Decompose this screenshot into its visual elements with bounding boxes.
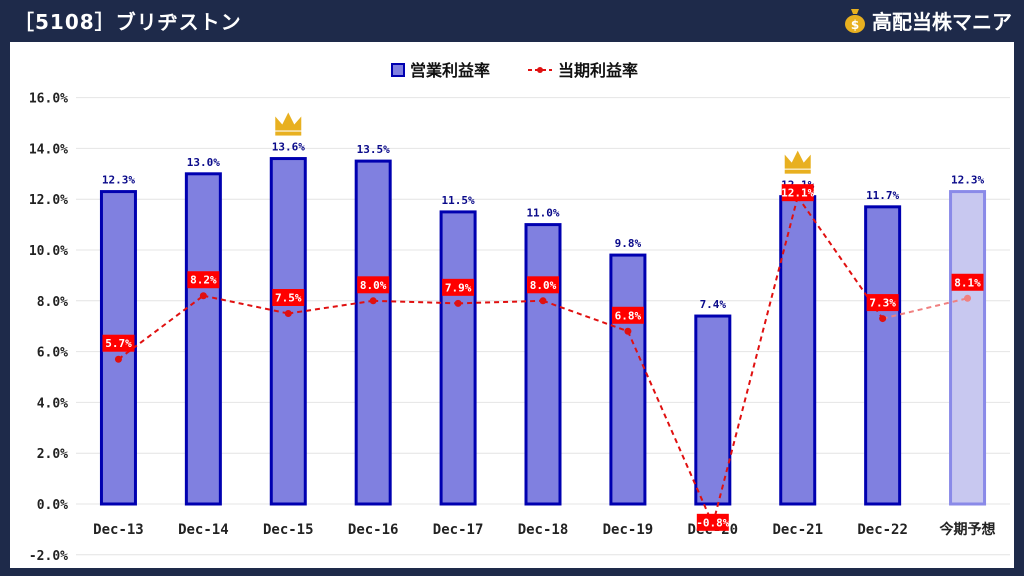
x-tick-label: Dec-19: [603, 522, 654, 538]
line-data-label: 8.2%: [190, 274, 217, 287]
bar-data-label: 13.6%: [272, 141, 305, 154]
line-point: [369, 297, 377, 305]
y-tick-label: 6.0%: [37, 346, 68, 361]
bar: [609, 253, 647, 506]
page-title: ［5108］ブリヂストン: [14, 10, 242, 34]
line-label-box: [611, 306, 644, 324]
bar-data-label: 12.3%: [102, 174, 135, 187]
line-data-label: 8.0%: [530, 279, 557, 292]
line-label-box: [442, 278, 475, 296]
brand-logo: $ 高配当株マニア: [844, 5, 1012, 35]
x-tick-label: Dec-22: [857, 522, 908, 538]
line-point: [199, 292, 207, 300]
legend-label-bar: 営業利益率: [410, 61, 490, 80]
x-tick-label: Dec-18: [518, 522, 569, 538]
line-label-box: [866, 294, 899, 312]
y-tick-label: 12.0%: [29, 193, 68, 208]
crown-icon: [784, 150, 811, 169]
line-data-label: 5.7%: [105, 337, 132, 350]
bar: [694, 314, 732, 506]
bar-data-label: 12.3%: [951, 174, 984, 187]
x-axis: Dec-13 Dec-14 Dec-15 Dec-16 Dec-17 Dec-18 Dec-…: [93, 521, 995, 538]
x-tick-label: Dec-14: [178, 522, 229, 538]
line-segment: [542, 299, 629, 333]
line-label-box: [781, 184, 814, 202]
bar-data-label: 13.5%: [357, 143, 390, 156]
line-point: [284, 310, 292, 317]
y-tick-label: 4.0%: [37, 396, 68, 411]
money-bag-icon: $: [845, 9, 865, 33]
bar: [524, 223, 562, 506]
line-point: [454, 299, 462, 307]
plot-area: -2.0% 0.0% 2.0% 4.0% 6.0% 8.0% 10.0% 12.0% 14.0%…: [10, 42, 1014, 568]
line-segment: [203, 294, 289, 315]
y-tick-label: 14.0%: [29, 142, 68, 157]
bar-data-label: 7.4%: [700, 298, 727, 311]
line-segment: [882, 297, 968, 320]
line-label-box: [951, 273, 984, 291]
line-label-box: [527, 276, 559, 294]
line-data-label: 6.8%: [615, 309, 642, 322]
y-tick-label: 2.0%: [37, 447, 68, 462]
line-data-label: 7.5%: [275, 292, 302, 305]
line-point: [539, 297, 547, 305]
line-data-label: 8.1%: [954, 276, 981, 289]
y-tick-label: 16.0%: [29, 92, 68, 107]
y-axis: -2.0% 0.0% 2.0% 4.0% 6.0% 8.0% 10.0% 12.0% 14.0%…: [29, 92, 68, 564]
bar: [184, 172, 222, 506]
line-data-label: 8.0%: [360, 279, 387, 292]
x-tick-label: 今期予想: [939, 521, 996, 538]
legend-swatch-point: [537, 67, 543, 73]
line-point: [964, 294, 972, 302]
x-tick-label: Dec-17: [433, 522, 484, 538]
bar: [354, 159, 392, 506]
line-series: 5.7% 8.2% 7.5% 8.0% 7.9% 8.0% 6.8% -0.8% 12.1% 7.…: [102, 184, 984, 531]
legend-label-line: 当期利益率: [558, 61, 638, 80]
chart-svg: -2.0% 0.0% 2.0% 4.0% 6.0% 8.0% 10.0% 12.0% 14.0%…: [29, 61, 1010, 564]
bar-data-label: 9.8%: [615, 237, 642, 250]
x-tick-label: Dec-21: [772, 522, 823, 538]
line-segment: [796, 196, 884, 320]
line-point: [879, 315, 887, 323]
legend-swatch-bar: [391, 63, 405, 77]
svg-text:$: $: [851, 18, 859, 32]
bar: [864, 205, 902, 506]
y-tick-label: 0.0%: [37, 498, 68, 513]
x-tick-label: Dec-13: [93, 522, 144, 538]
bar: [949, 190, 987, 506]
line-point: [624, 327, 632, 335]
bar-data-label: 11.7%: [866, 189, 899, 202]
line-data-label: 12.1%: [781, 187, 814, 200]
y-tick-label: -2.0%: [29, 549, 68, 564]
line-segment: [711, 196, 799, 525]
line-label-box: [272, 289, 305, 306]
line-label-box: [102, 334, 135, 352]
bar-data-label: 11.0%: [526, 207, 559, 220]
bar-data-label: 13.0%: [187, 156, 220, 169]
bar: [439, 210, 477, 506]
crowns: [275, 112, 811, 174]
line-data-label: 7.9%: [445, 281, 472, 294]
bar: [269, 157, 307, 506]
line-data-label: -0.8%: [696, 516, 729, 529]
y-tick-label: 10.0%: [29, 244, 68, 259]
bar-data-label: 11.5%: [442, 194, 475, 207]
header-bar: ［5108］ブリヂストン $ 高配当株マニア: [0, 0, 1024, 40]
y-tick-label: 8.0%: [37, 295, 68, 310]
line-label-box: [187, 271, 220, 289]
line-point: [114, 355, 122, 363]
line-data-label: 7.3%: [869, 297, 896, 310]
line-segment: [626, 330, 714, 525]
legend: 営業利益率 当期利益率: [391, 61, 638, 80]
brand-name: 高配当株マニア: [872, 9, 1012, 34]
crown-base: [784, 169, 811, 174]
x-tick-label: Dec-16: [348, 522, 399, 538]
crown-icon: [275, 112, 302, 131]
bar-series: 12.3% 13.0% 13.6% 13.5% 11.5% 11.0% 9.8% 7.4% 12…: [99, 141, 987, 506]
line-label-box: [696, 513, 729, 531]
crown-base: [275, 131, 302, 136]
line-label-box: [357, 276, 390, 294]
x-tick-label: Dec-15: [263, 522, 314, 538]
